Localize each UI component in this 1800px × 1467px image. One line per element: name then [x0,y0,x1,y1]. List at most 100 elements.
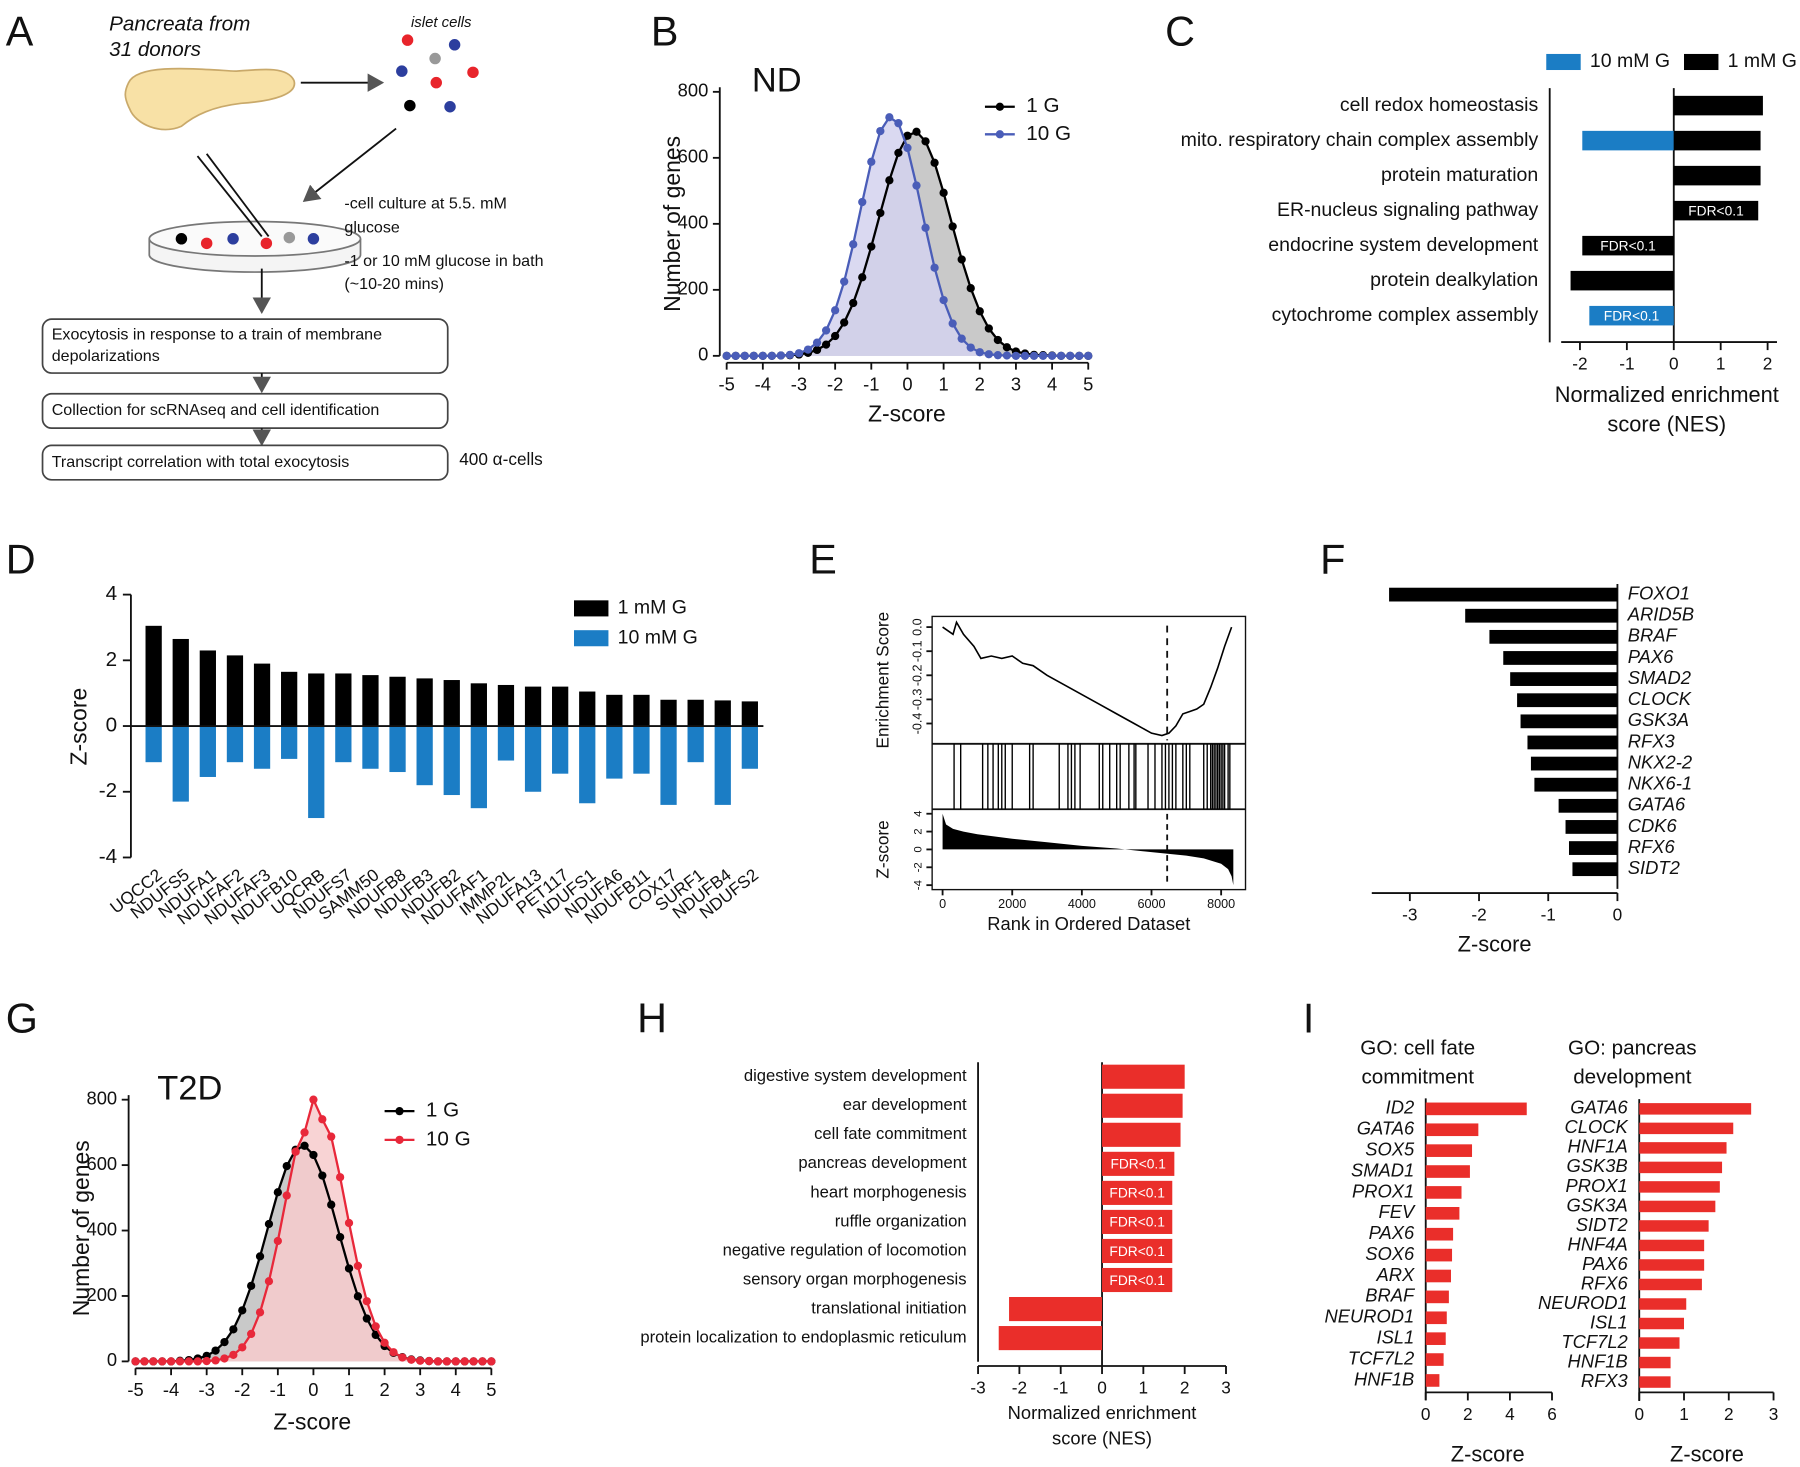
islet-label: islet cells [411,14,472,31]
x-tick-label: -1 [863,374,879,395]
category-label: CLOCK [1628,688,1692,709]
bar [1489,629,1618,644]
legend-marker [995,130,1004,139]
category-label: BRAF [1365,1285,1416,1306]
chart-title: GO: pancreas [1568,1037,1697,1060]
category-label: ARID5B [1627,604,1694,625]
point [975,307,984,316]
point [749,351,758,360]
y-tick-label: 2 [106,648,118,671]
bar [1425,1227,1454,1241]
bar [1102,1093,1183,1118]
bar [1389,587,1618,602]
point [939,188,948,197]
y-tick-label: 4 [106,582,118,605]
bar [1425,1353,1444,1366]
point [1066,351,1075,360]
point [858,197,867,207]
bar-note: FDR<0.1 [1109,1244,1164,1259]
category-label: ISL1 [1590,1311,1628,1332]
point [149,1357,158,1366]
legend-label: 10 G [1026,122,1071,145]
bar [1530,756,1618,771]
point [821,340,831,349]
bar [579,691,596,727]
point [767,351,776,360]
category-label: NKX6-1 [1628,773,1692,794]
point [957,334,966,343]
bar [1639,1239,1705,1252]
bar [172,726,189,802]
y-tick-label: -0.2 [911,664,925,686]
point [407,1355,416,1364]
category-label: protein dealkylation [1370,269,1538,291]
x-tick-label: -1 [270,1379,286,1400]
x-tick-label: 2 [1463,1404,1473,1424]
x-axis-label: Normalized enrichment [1555,382,1779,407]
chart-title: development [1573,1065,1692,1088]
point [840,318,849,327]
y-tick-label: 200 [87,1284,118,1305]
point [353,1261,363,1270]
x-tick-label: 4 [451,1379,461,1400]
y-tick-label: -4 [99,845,117,868]
point [921,137,930,146]
bar [199,650,216,727]
bar [1425,1269,1451,1283]
point [821,326,831,335]
legend-label: 1 G [426,1099,459,1122]
legend-label: 1 G [1026,94,1059,117]
legend-label: 1 mM G [618,597,687,619]
x-axis-label: Z-score [1458,932,1532,957]
point [158,1357,167,1366]
point [894,119,903,128]
bar [1639,1298,1687,1310]
point [309,1150,318,1160]
point [722,351,731,360]
es-line [942,620,1233,737]
bar [335,726,352,763]
category-label: CDK6 [1628,815,1678,836]
y-tick-label: 800 [678,80,709,101]
bar [1639,1376,1671,1388]
legend-marker [995,102,1004,111]
x-tick-label: 0 [1613,905,1623,925]
category-label: cytochrome complex assembly [1272,304,1539,326]
category-label: GATA6 [1570,1097,1628,1118]
x-tick-label: 3 [1011,374,1021,395]
bar [1465,608,1618,623]
category-label: PROX1 [1352,1180,1414,1201]
point [318,1115,327,1124]
x-tick-label: -2 [1471,905,1486,925]
legend-swatch [574,600,609,617]
step-text: Exocytosis in response to a train of mem… [52,325,382,343]
point [912,127,921,136]
point [1075,351,1084,360]
x-tick-label: 3 [1221,1377,1231,1397]
x-tick-label: 1 [939,374,949,395]
x-tick-label: 2 [1180,1377,1190,1397]
x-tick-label: 6000 [1137,897,1165,911]
step-box [41,444,449,481]
x-tick-label: -4 [755,374,771,395]
point [327,1132,336,1141]
bar [199,726,216,777]
bar [1639,1317,1685,1330]
point [758,351,767,360]
bar [687,726,704,763]
point [885,176,894,185]
category-label: RFX3 [1628,730,1676,751]
point [273,1188,282,1197]
legend-label: 10 G [426,1127,471,1150]
bar [1639,1161,1723,1174]
x-axis-label: score (NES) [1607,412,1726,437]
y-tick-label: 400 [87,1218,118,1239]
step-box [41,318,449,374]
bar [145,726,162,763]
category-label: SOX5 [1365,1138,1415,1159]
point [282,1161,291,1171]
category-label: SIDT2 [1576,1214,1628,1235]
bar [1102,1267,1173,1293]
category-label: ER-nucleus signaling pathway [1277,199,1538,221]
x-tick-label: 5 [1083,374,1093,395]
